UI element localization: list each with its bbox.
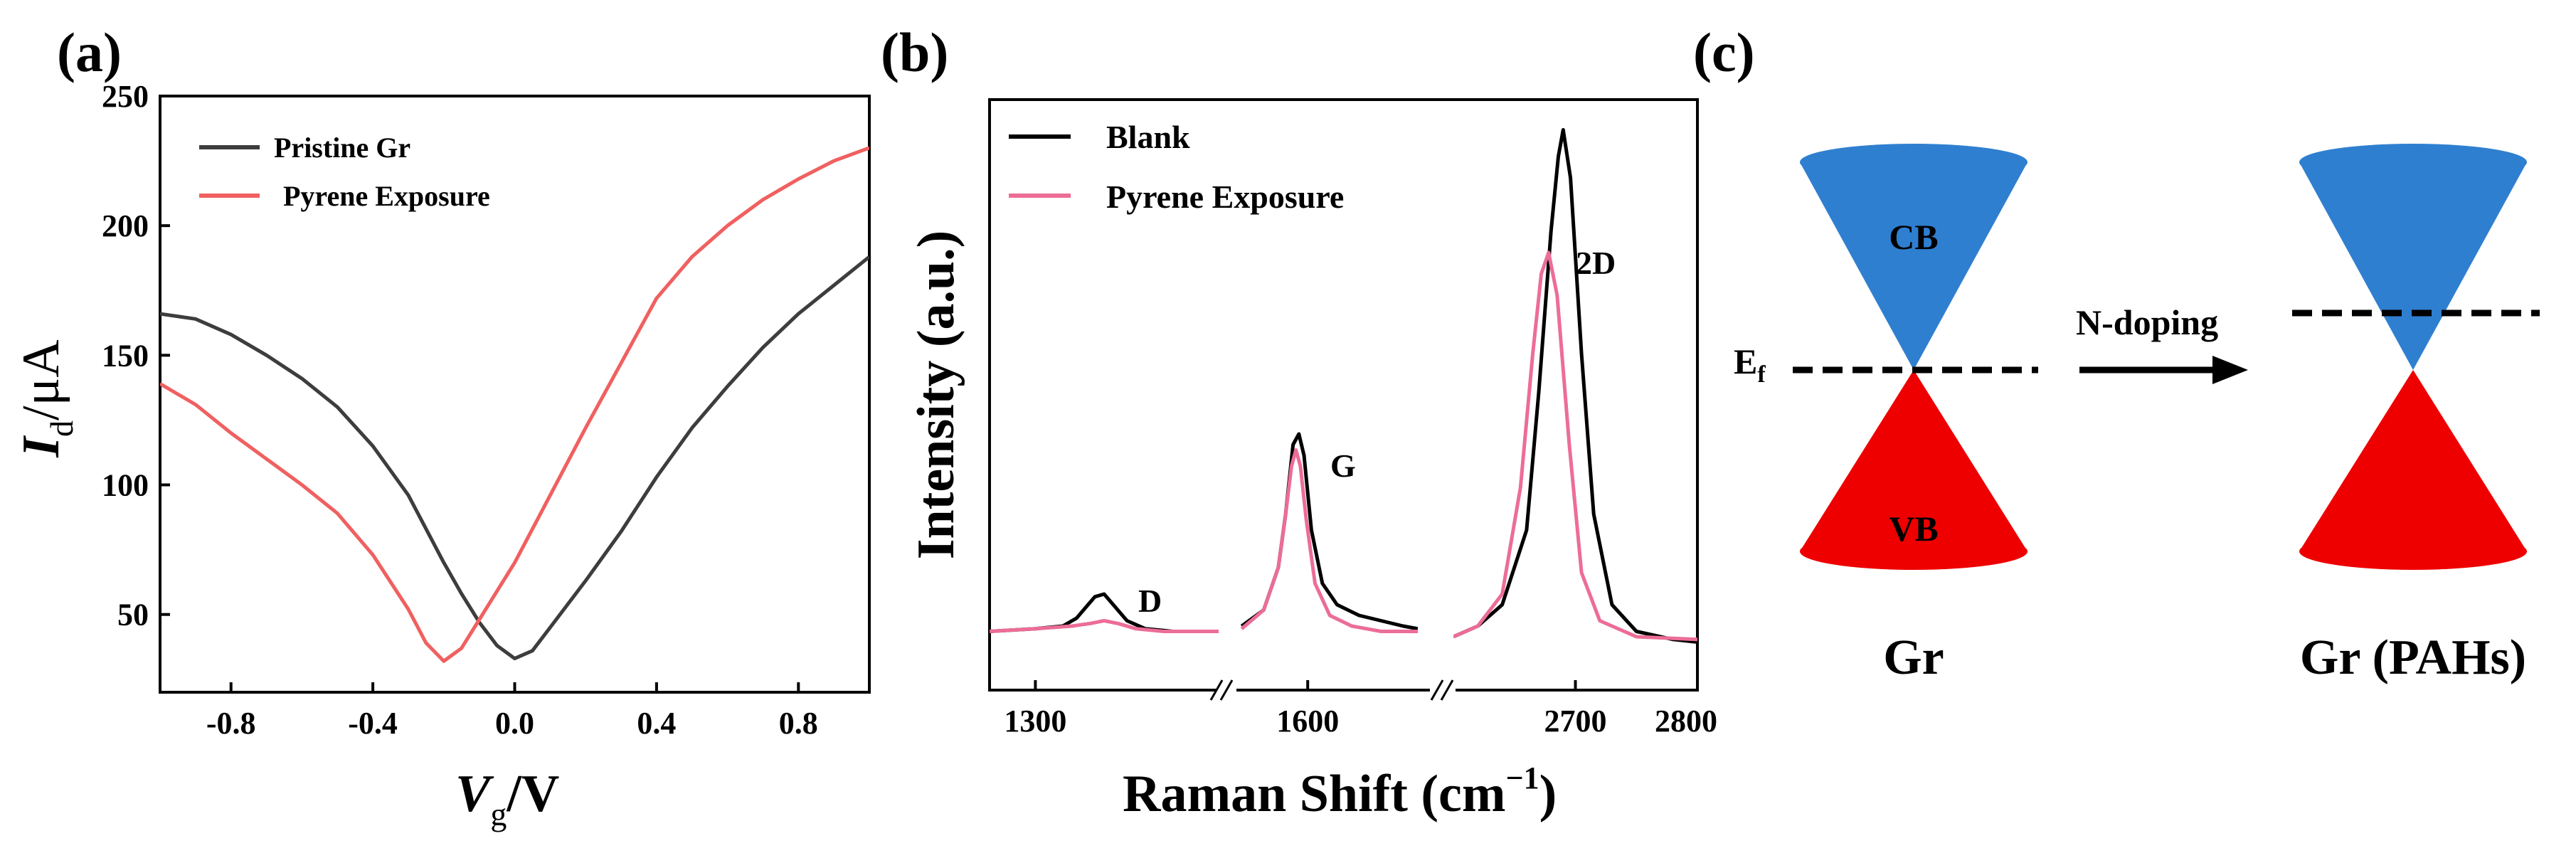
panel-a-lines bbox=[160, 146, 869, 663]
axis-break-mark-2b bbox=[1440, 679, 1454, 701]
cb-label: CB bbox=[1889, 217, 1938, 257]
panel-a-xlabel-main: V bbox=[455, 765, 494, 823]
right-band-diagram bbox=[2292, 144, 2540, 570]
panel-b-lines bbox=[990, 128, 1697, 644]
right-vb-cone bbox=[2299, 370, 2527, 551]
panel-b-label: (b) bbox=[881, 21, 948, 83]
series-pyrene-b-line-seg3 bbox=[1453, 250, 1697, 642]
right-cb-top bbox=[2299, 144, 2527, 181]
fermi-label-sub: f bbox=[1757, 361, 1766, 388]
panel-b-xlabel-close: ) bbox=[1539, 765, 1557, 823]
axis-break-mark-2a bbox=[1430, 679, 1444, 701]
panel-b-ticks: 1300 1600 2700 2800 bbox=[1004, 680, 1717, 738]
series-pyrene-exposure-line bbox=[160, 146, 869, 663]
legend-pristine-label: Pristine Gr bbox=[274, 132, 410, 164]
fermi-label: Ef bbox=[1734, 341, 1766, 388]
ndoping-label: N-doping bbox=[2076, 302, 2218, 342]
panel-a-ytick-label: 50 bbox=[117, 598, 149, 632]
panel-a-label: (a) bbox=[57, 21, 122, 83]
series-pyrene-b-line-seg1 bbox=[990, 619, 1219, 633]
left-cb-cone bbox=[1800, 162, 2028, 370]
panel-a-ytick-label: 100 bbox=[102, 468, 149, 503]
ndoping-arrow-icon bbox=[2212, 356, 2248, 384]
left-vb-cone bbox=[1800, 370, 2028, 551]
panel-a-xlabel: Vg/V bbox=[455, 765, 559, 832]
panel-c-label: (c) bbox=[1693, 21, 1755, 83]
panel-a-ytick-label: 150 bbox=[102, 338, 149, 373]
series-pyrene-b-line-seg2 bbox=[1240, 448, 1418, 633]
right-vb-bottom bbox=[2299, 533, 2527, 570]
panel-b-xlabel: Raman Shift (cm−1) bbox=[1123, 761, 1557, 823]
panel-b-ylabel: Intensity (a.u.) bbox=[907, 231, 965, 560]
legend-pyrene-b-label: Pyrene Exposure bbox=[1106, 179, 1344, 215]
panel-b-xtick-label: 2700 bbox=[1544, 704, 1607, 738]
panel-a-xtick-label: 0.8 bbox=[779, 706, 818, 741]
right-cb-cone bbox=[2299, 162, 2527, 370]
panel-a-ylabel-main: I bbox=[12, 435, 70, 458]
legend-blank-label: Blank bbox=[1106, 119, 1190, 155]
peak-d-label: D bbox=[1138, 583, 1162, 619]
fermi-label-main: E bbox=[1734, 341, 1757, 381]
left-band-diagram bbox=[1793, 144, 2038, 570]
panel-b-xtick-label: 1600 bbox=[1276, 704, 1339, 738]
panel-a-ytick-label: 250 bbox=[102, 79, 149, 114]
panel-a-xlabel-unit: /V bbox=[506, 765, 559, 823]
panel-b-xtick-label: 1300 bbox=[1004, 704, 1066, 738]
vb-label: VB bbox=[1889, 509, 1938, 549]
panel-b-xtick-label: 2800 bbox=[1655, 704, 1717, 738]
series-blank-line-seg3 bbox=[1453, 128, 1697, 644]
panel-a-ylabel: Id/μA bbox=[12, 339, 80, 458]
peak-g-label: G bbox=[1330, 447, 1356, 484]
panel-b-xlabel-sup: −1 bbox=[1506, 761, 1539, 795]
series-pristine-gr-line bbox=[160, 255, 869, 661]
right-caption: Gr (PAHs) bbox=[2300, 630, 2526, 685]
panel-a-xlabel-sub: g bbox=[490, 796, 507, 832]
panel-b-frame bbox=[988, 98, 1699, 692]
panel-a-ytick-label: 200 bbox=[102, 208, 149, 243]
panel-a-xtick-label: 0.4 bbox=[637, 706, 676, 741]
panel-a-ylabel-unit: /μA bbox=[12, 339, 70, 420]
panel-a-xtick-label: -0.4 bbox=[348, 706, 398, 741]
panel-b-xlabel-main: Raman Shift (cm bbox=[1123, 765, 1506, 823]
peak-2d-label: 2D bbox=[1576, 245, 1616, 281]
panel-a-xtick-label: 0.0 bbox=[495, 706, 534, 741]
left-cb-top bbox=[1800, 144, 2028, 181]
panel-a-frame bbox=[159, 95, 871, 694]
legend-pyrene-a-label: Pyrene Exposure bbox=[283, 180, 490, 212]
axis-break-mark-1a bbox=[1209, 679, 1224, 701]
panel-a-ylabel-sub: d bbox=[43, 420, 80, 437]
series-blank-line-seg1 bbox=[990, 592, 1219, 633]
panel-a-ticks: -0.8 -0.4 0.0 0.4 0.8 50 100 150 200 250 bbox=[102, 79, 818, 741]
panel-a-xtick-label: -0.8 bbox=[206, 706, 256, 741]
left-caption: Gr bbox=[1883, 630, 1944, 685]
left-vb-bottom bbox=[1800, 533, 2028, 570]
axis-break-mark-1b bbox=[1219, 679, 1234, 701]
